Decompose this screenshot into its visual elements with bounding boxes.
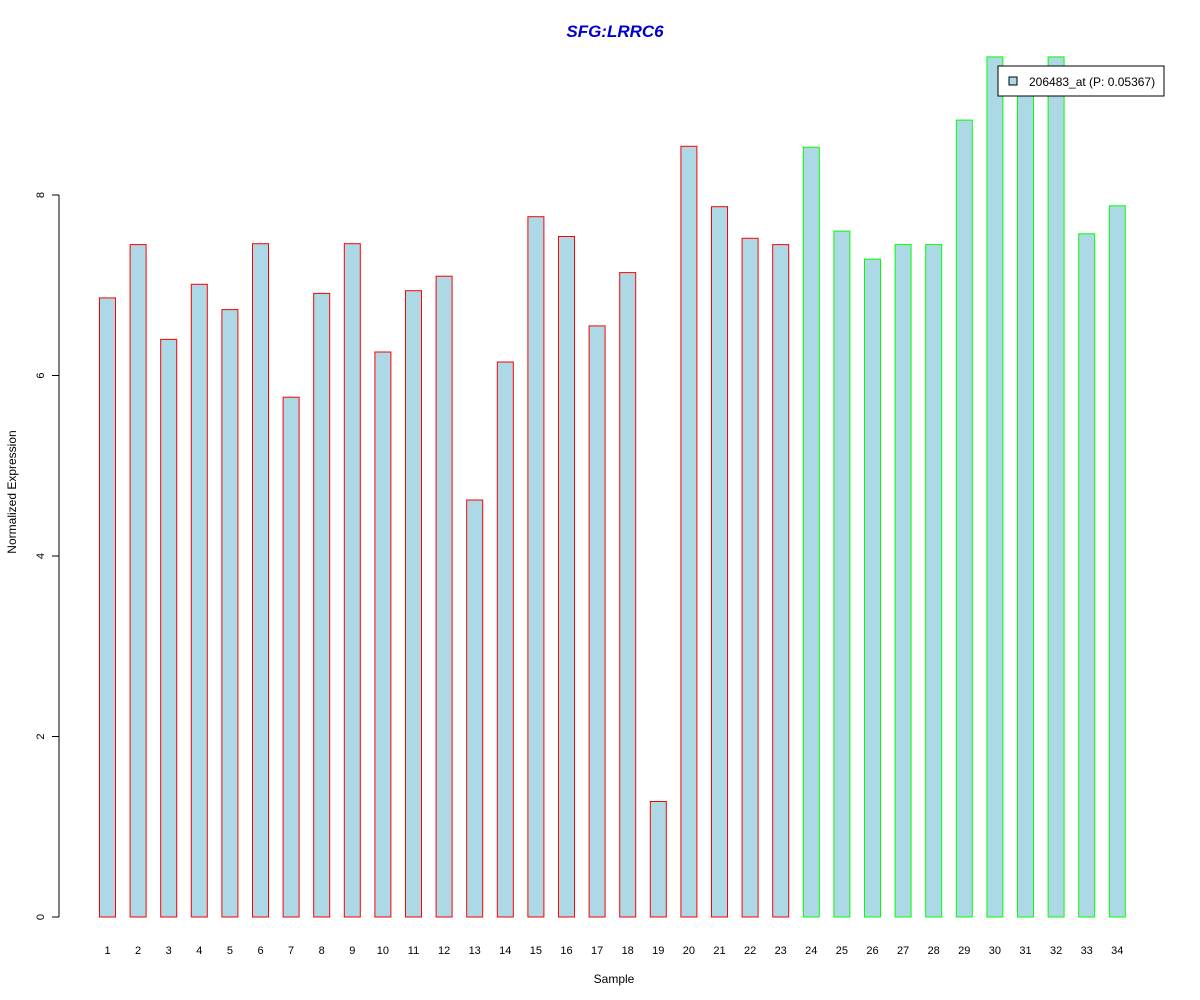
bar-sample-9: [343, 243, 361, 918]
bar-sample-7: [282, 396, 300, 918]
bar-sample-14: [496, 361, 514, 918]
x-tick-label: 1: [104, 945, 110, 957]
y-tick-label: 2: [35, 733, 47, 739]
y-tick-label: 0: [35, 914, 47, 920]
bar-sample-18: [619, 272, 637, 918]
bar-sample-20: [680, 145, 698, 918]
bar-sample-12: [435, 275, 453, 918]
x-tick-label: 3: [166, 945, 172, 957]
legend: 206483_at (P: 0.05367): [997, 65, 1165, 97]
bar-sample-23: [772, 244, 790, 918]
x-tick-label: 6: [257, 945, 263, 957]
bar-sample-4: [190, 283, 208, 918]
x-tick-label: 21: [713, 945, 725, 957]
x-tick-label: 16: [560, 945, 572, 957]
bar-sample-29: [955, 119, 973, 918]
x-tick-label: 12: [438, 945, 450, 957]
x-tick-label: 23: [775, 945, 787, 957]
x-tick-label: 31: [1019, 945, 1031, 957]
bar-sample-1: [99, 297, 116, 918]
x-tick-label: 10: [377, 945, 389, 957]
bar-sample-34: [1108, 205, 1126, 918]
legend-swatch: [1008, 76, 1018, 86]
bar-sample-3: [160, 338, 178, 918]
bar-sample-6: [252, 243, 269, 918]
y-tick-label: 6: [35, 372, 47, 378]
x-axis-label: Sample: [594, 972, 635, 986]
x-tick-label: 7: [288, 945, 294, 957]
x-tick-label: 11: [408, 945, 419, 957]
x-tick-label: 27: [897, 945, 909, 957]
y-axis: 0 2 4 6 8: [35, 192, 60, 920]
bar-sample-11: [405, 290, 422, 918]
bar-sample-31: [1017, 86, 1034, 918]
x-tick-label: 34: [1111, 945, 1123, 957]
bar-sample-25: [833, 230, 851, 918]
legend-box: [997, 65, 1165, 97]
bar-sample-19: [649, 801, 667, 918]
x-tick-label: 29: [958, 945, 970, 957]
bar-sample-15: [527, 216, 545, 918]
x-tick-label: 30: [989, 945, 1001, 957]
x-tick-label: 14: [499, 945, 511, 957]
y-tick-label: 4: [35, 553, 47, 559]
bar-sample-8: [313, 292, 331, 918]
bar-sample-2: [129, 244, 147, 918]
bar-sample-22: [741, 237, 759, 918]
x-tick-label: 18: [622, 945, 634, 957]
x-tick-label: 24: [805, 945, 817, 957]
bar-sample-33: [1078, 233, 1096, 918]
bar-sample-27: [894, 244, 912, 918]
bar-sample-5: [221, 309, 239, 918]
x-tick-label: 15: [530, 945, 542, 957]
bar-sample-26: [864, 258, 881, 918]
x-tick-label: 2: [135, 945, 141, 957]
bar-sample-21: [711, 206, 728, 918]
bar-sample-30: [986, 56, 1004, 918]
x-tick-label: 22: [744, 945, 756, 957]
x-tick-label: 20: [683, 945, 695, 957]
x-tick-label: 5: [227, 945, 233, 957]
x-tick-labels: 1 2 3 4 5 6 7 8 9 10 11 12 13 14 15 16 17 18 19 20 21 22 23 24 2…: [104, 945, 1123, 957]
bar-sample-24: [802, 146, 820, 918]
bar-sample-17: [588, 325, 606, 918]
legend-label: 206483_at (P: 0.05367): [1029, 75, 1155, 89]
x-tick-label: 25: [836, 945, 848, 957]
x-tick-label: 26: [866, 945, 878, 957]
x-tick-label: 33: [1081, 945, 1093, 957]
bars-group: [99, 56, 1126, 918]
bar-sample-16: [558, 236, 575, 918]
x-tick-label: 13: [469, 945, 481, 957]
x-tick-label: 4: [196, 945, 202, 957]
bar-sample-10: [374, 351, 392, 918]
y-axis-label: Normalized Expression: [5, 430, 19, 553]
chart-title: SFG:LRRC6: [566, 22, 664, 41]
x-tick-label: 9: [349, 945, 355, 957]
x-tick-label: 17: [591, 945, 603, 957]
x-tick-label: 32: [1050, 945, 1062, 957]
x-tick-label: 28: [928, 945, 940, 957]
x-tick-label: 8: [319, 945, 325, 957]
x-tick-label: 19: [652, 945, 664, 957]
bar-sample-13: [466, 499, 484, 918]
bar-sample-28: [925, 244, 943, 918]
bar-sample-32: [1047, 56, 1065, 918]
y-tick-label: 8: [35, 192, 47, 198]
